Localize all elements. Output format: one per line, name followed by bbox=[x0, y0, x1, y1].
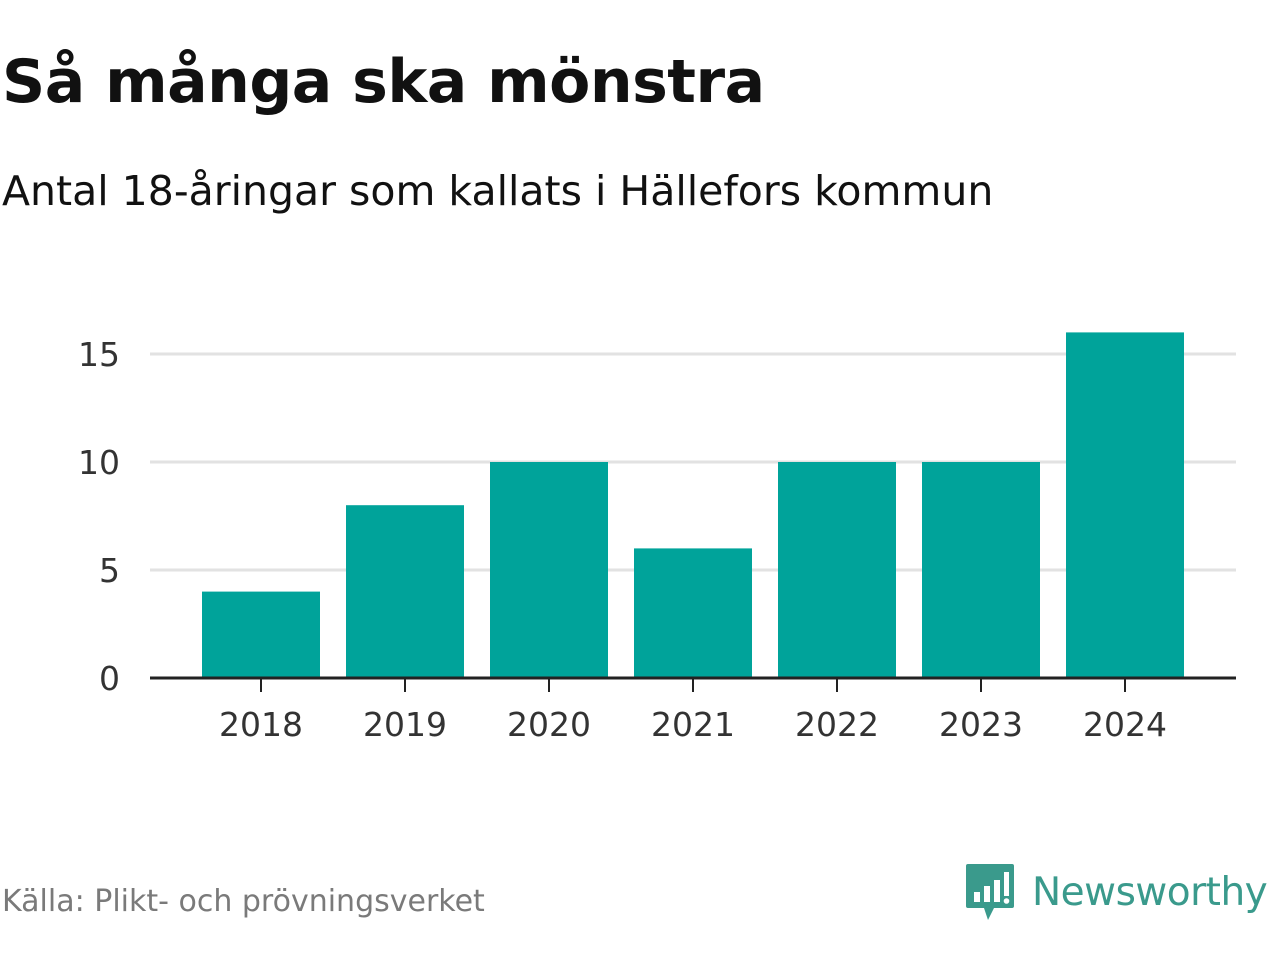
y-tick-label: 0 bbox=[99, 659, 120, 698]
bar bbox=[1066, 332, 1184, 678]
x-tick-label: 2024 bbox=[1083, 705, 1167, 744]
source-note: Källa: Plikt- och prövningsverket bbox=[2, 884, 485, 919]
brand-name: Newsworthy bbox=[1032, 869, 1268, 915]
y-tick-label: 10 bbox=[78, 443, 120, 482]
newsworthy-logo-icon bbox=[966, 864, 1014, 920]
bar bbox=[778, 462, 896, 678]
brand: Newsworthy bbox=[964, 862, 1268, 922]
x-tick-label: 2020 bbox=[507, 705, 591, 744]
bar bbox=[490, 462, 608, 678]
bar bbox=[202, 591, 320, 678]
y-tick-label: 5 bbox=[99, 551, 120, 590]
chart-subtitle: Antal 18-åringar som kallats i Hällefors… bbox=[2, 167, 994, 215]
bar bbox=[346, 505, 464, 678]
bars bbox=[202, 332, 1184, 678]
x-tick-label: 2019 bbox=[363, 705, 447, 744]
chart-title: Så många ska mönstra bbox=[2, 47, 765, 117]
bar-chart: 0 5 10 15 2018 2019 2020 2021 2022 2023 2024 bbox=[78, 332, 1236, 744]
y-tick-label: 15 bbox=[78, 335, 120, 374]
x-tick-label: 2021 bbox=[651, 705, 735, 744]
bar bbox=[634, 548, 752, 678]
x-tick-label: 2023 bbox=[939, 705, 1023, 744]
axes bbox=[150, 676, 1236, 692]
x-tick-label: 2018 bbox=[219, 705, 303, 744]
tick-labels: 0 5 10 15 2018 2019 2020 2021 2022 2023 2024 bbox=[78, 335, 1167, 744]
bar bbox=[922, 462, 1040, 678]
x-tick-label: 2022 bbox=[795, 705, 879, 744]
